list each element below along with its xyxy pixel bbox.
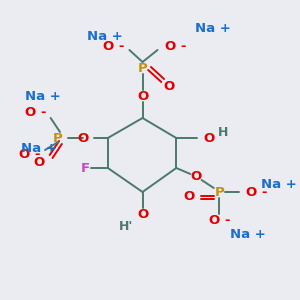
Text: H: H: [218, 127, 228, 140]
Text: O: O: [190, 170, 202, 184]
Text: Na +: Na +: [261, 178, 296, 191]
Text: Na +: Na +: [25, 89, 61, 103]
Text: H': H': [119, 220, 133, 232]
Text: O: O: [77, 131, 88, 145]
Text: P: P: [138, 61, 147, 74]
Text: F: F: [81, 161, 90, 175]
Text: Na +: Na +: [87, 29, 123, 43]
Text: Na +: Na +: [195, 22, 231, 34]
Text: Na +: Na +: [21, 142, 56, 154]
Text: O: O: [137, 208, 148, 221]
Text: O -: O -: [19, 148, 40, 160]
Text: O -: O -: [103, 40, 125, 52]
Text: O: O: [137, 89, 148, 103]
Text: O -: O -: [165, 40, 187, 52]
Text: O -: O -: [246, 185, 267, 199]
Text: O -: O -: [209, 214, 230, 226]
Text: O: O: [163, 80, 174, 92]
Text: P: P: [53, 131, 63, 145]
Text: O -: O -: [26, 106, 47, 118]
Text: O: O: [203, 131, 215, 145]
Text: O: O: [34, 155, 45, 169]
Text: Na +: Na +: [230, 229, 266, 242]
Text: P: P: [214, 185, 224, 199]
Text: O: O: [184, 190, 195, 202]
